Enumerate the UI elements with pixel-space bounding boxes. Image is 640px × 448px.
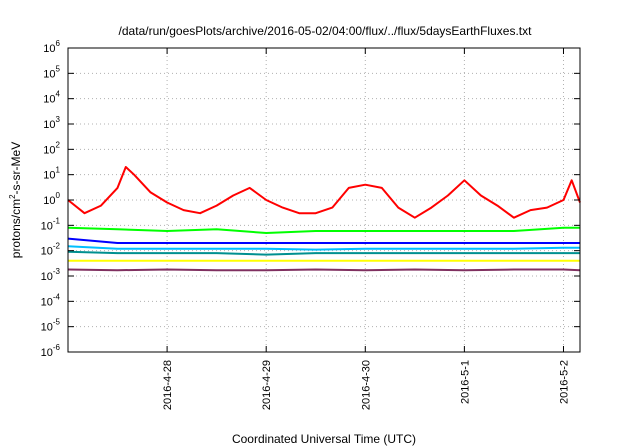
y-tick-label: 10-5 — [41, 318, 61, 334]
series-layer — [67, 166, 581, 272]
y-axis-label-prefix: protons/cm — [9, 199, 23, 258]
x-tick-label: 2016-4-28 — [162, 360, 174, 410]
series-line-3 — [67, 237, 580, 244]
y-tick-label: 104 — [43, 90, 60, 106]
series-line-2 — [67, 226, 580, 234]
chart-title: /data/run/goesPlots/archive/2016-05-02/0… — [119, 24, 533, 38]
x-tick-label: 2016-4-29 — [261, 360, 273, 410]
series-line-4 — [67, 245, 580, 251]
y-tick-label: 10-6 — [41, 343, 61, 359]
x-tick-label: 2016-4-30 — [360, 360, 372, 410]
y-tick-label: 101 — [43, 166, 60, 182]
y-axis-label: protons/cm2-s-sr-MeV — [8, 142, 23, 258]
y-tick-label: 100 — [43, 191, 60, 207]
grid — [68, 48, 580, 352]
y-tick-label: 10-1 — [41, 216, 61, 232]
y-axis-label-suffix: -s-sr-MeV — [9, 142, 23, 195]
y-tick-label: 103 — [43, 115, 60, 131]
x-tick-label: 2016-5-2 — [558, 360, 570, 404]
series-line-5 — [67, 250, 580, 256]
series-line-1 — [67, 166, 581, 219]
y-tick-label: 10-2 — [41, 242, 61, 258]
x-tick-label: 2016-5-1 — [459, 360, 471, 404]
y-tick-label: 10-3 — [41, 267, 61, 283]
y-axis: 10-6 10-5 10-4 10-3 10-2 10-1 100 101 102 103 104 1… — [41, 39, 580, 359]
y-axis-label-sup: 2 — [8, 194, 17, 199]
x-axis-label: Coordinated Universal Time (UTC) — [232, 432, 416, 446]
y-tick-label: 102 — [43, 140, 60, 156]
series-line-7 — [67, 268, 581, 272]
x-axis: 2016-4-28 2016-4-29 2016-4-30 2016-5-1 2016-… — [162, 48, 570, 410]
y-tick-label: 10-4 — [41, 292, 61, 308]
y-tick-label: 105 — [43, 64, 60, 80]
y-tick-label: 106 — [43, 39, 60, 55]
